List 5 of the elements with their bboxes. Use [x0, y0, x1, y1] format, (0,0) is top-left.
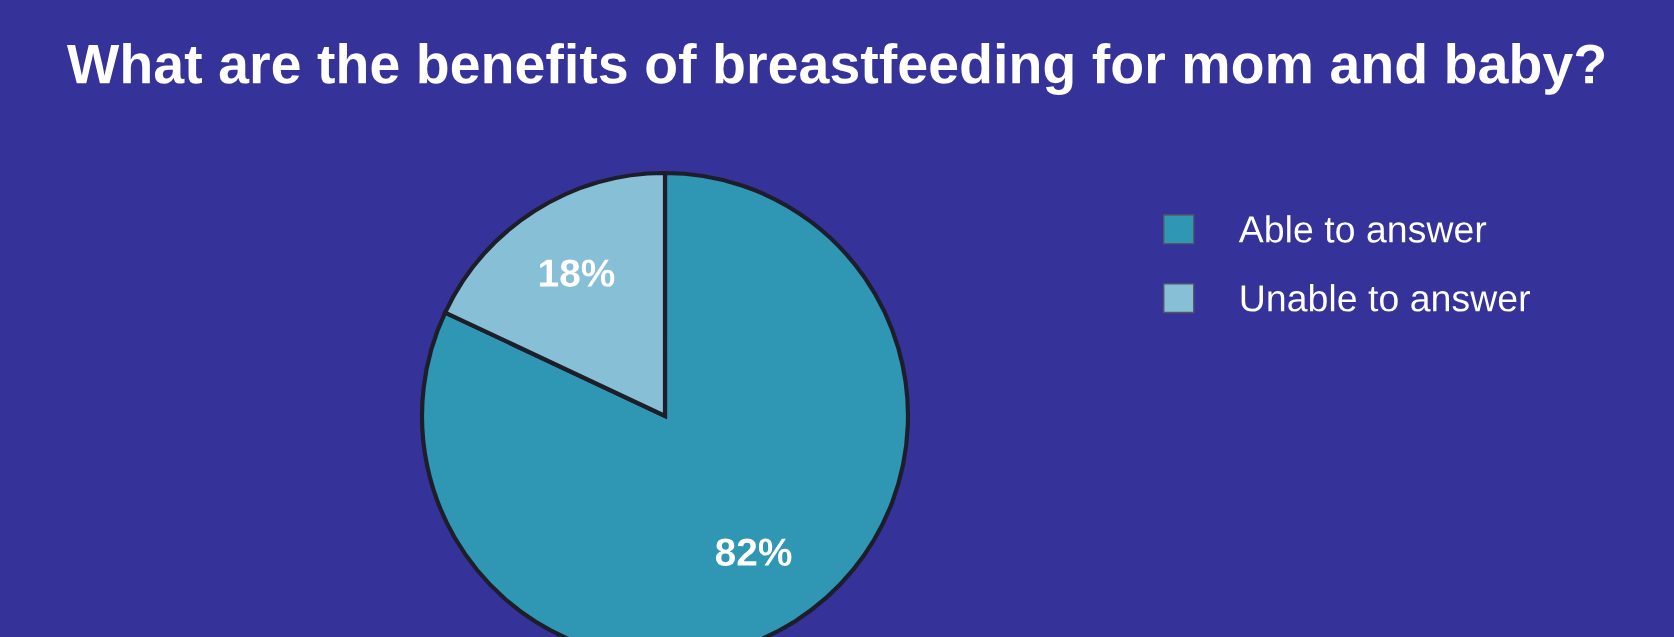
data-label: 82% — [715, 538, 792, 566]
legend-label: Unable to answer — [1241, 284, 1530, 312]
legend-label: Able to answer — [1238, 215, 1487, 243]
data-label: 18% — [539, 259, 615, 287]
chart-title: What are the benefits of breastfeeding for mom and baby? — [66, 42, 1605, 96]
